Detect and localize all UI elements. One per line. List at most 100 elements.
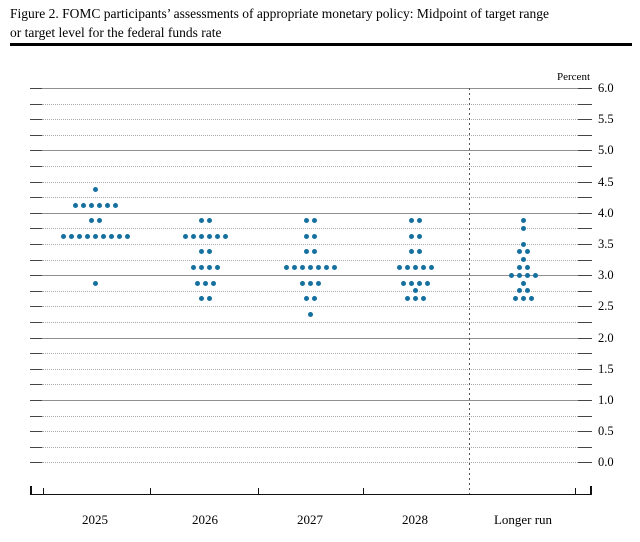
y-tick-label-2.5: 2.5 (598, 299, 614, 314)
projection-dot (416, 233, 422, 239)
gridline-left-tick-6 (30, 88, 42, 89)
gridline-6 (42, 88, 578, 89)
x-axis-tick-1 (150, 487, 152, 494)
y-tick-label-3.0: 3.0 (598, 268, 614, 283)
projection-dot (323, 264, 329, 270)
dot-row-longer-run-2.625 (512, 296, 534, 302)
gridline-right-tick-5 (578, 150, 592, 152)
y-tick-label-1.5: 1.5 (598, 361, 614, 376)
projection-dot (412, 264, 418, 270)
projection-dot (210, 280, 216, 286)
projection-dot (198, 218, 204, 224)
x-axis-end-hook-0 (30, 486, 32, 494)
x-axis-line (30, 494, 592, 495)
projection-dot (532, 272, 538, 278)
y-tick-label-6.0: 6.0 (598, 81, 614, 95)
projection-dot (516, 288, 522, 294)
gridline-left-tick-0 (30, 462, 42, 464)
projection-dot (420, 264, 426, 270)
gridline-3.75 (42, 228, 578, 230)
gridline-2.75 (42, 290, 578, 292)
projection-dot (307, 311, 313, 317)
dot-row-2025-3.875 (88, 218, 102, 224)
projection-dot (524, 264, 530, 270)
gridline-4 (42, 212, 578, 214)
gridline-5.75 (42, 103, 578, 105)
figure-title: Figure 2. FOMC participants’ assessments… (10, 5, 632, 43)
gridline-right-tick-2.5 (578, 306, 592, 308)
projection-dot (202, 280, 208, 286)
y-tick-label-5.5: 5.5 (598, 112, 614, 127)
gridline-5.5 (42, 119, 578, 121)
gridline-right-tick-5.5 (578, 119, 592, 121)
projection-dot (315, 280, 321, 286)
gridline-left-tick-1 (30, 400, 42, 401)
gridline-left-tick-0.25 (30, 446, 42, 448)
gridline-3.5 (42, 244, 578, 245)
dot-row-2028-3.375 (408, 249, 422, 255)
y-tick-label-4.5: 4.5 (598, 174, 614, 189)
projection-dot (60, 233, 66, 239)
dot-row-2027-3.375 (303, 249, 317, 255)
gridline-1 (42, 400, 578, 401)
projection-dot (520, 280, 526, 286)
projection-dot (104, 202, 110, 208)
projection-dot (400, 280, 406, 286)
dot-row-2026-2.625 (198, 296, 212, 302)
projection-dot (420, 296, 426, 302)
projection-dot (283, 264, 289, 270)
projection-dot (92, 233, 98, 239)
projection-dot (520, 218, 526, 224)
projection-dot (206, 264, 212, 270)
dot-row-2028-3.125 (396, 264, 434, 270)
x-axis-tick-3 (362, 487, 364, 494)
gridline-0.5 (42, 431, 578, 433)
gridline-right-tick-3 (578, 275, 592, 277)
projection-dot (88, 202, 94, 208)
projection-dot (516, 249, 522, 255)
projection-dot (428, 264, 434, 270)
projection-dot (412, 288, 418, 294)
projection-dot (331, 264, 337, 270)
projection-dot (512, 296, 518, 302)
projection-dot (303, 296, 309, 302)
x-category-label-2026: 2026 (192, 512, 218, 527)
projection-dot (311, 249, 317, 255)
projection-dot (520, 257, 526, 263)
dot-row-2028-3.875 (408, 218, 422, 224)
projection-dot (222, 233, 228, 239)
y-tick-label-0.0: 0.0 (598, 455, 614, 470)
gridline-right-tick-2 (578, 337, 592, 339)
gridline-left-tick-5.5 (30, 119, 42, 121)
gridline-left-tick-0.75 (30, 415, 42, 417)
dot-row-2027-2.625 (303, 296, 317, 302)
dot-row-longer-run-3.125 (516, 264, 530, 270)
projection-dot (311, 218, 317, 224)
y-tick-label-5.0: 5.0 (598, 143, 614, 158)
gridline-right-tick-4.75 (578, 166, 592, 167)
x-axis-end-hook-1 (590, 486, 592, 494)
projection-dot (88, 218, 94, 224)
projection-dot (206, 218, 212, 224)
gridline-right-tick-0.75 (578, 415, 592, 417)
projection-dot (72, 202, 78, 208)
projection-dot (100, 233, 106, 239)
gridline-4.5 (42, 181, 578, 183)
projection-dot (307, 264, 313, 270)
gridline-left-tick-2.75 (30, 290, 42, 292)
projection-dot (214, 233, 220, 239)
gridline-left-tick-1.5 (30, 368, 42, 370)
projection-dot (194, 280, 200, 286)
y-tick-label-3.5: 3.5 (598, 237, 614, 251)
gridline-right-tick-1.5 (578, 368, 592, 370)
gridline-4.25 (42, 197, 578, 199)
gridline-0.25 (42, 446, 578, 448)
gridline-0.75 (42, 415, 578, 417)
gridline-0 (42, 462, 578, 464)
gridline-right-tick-3.25 (578, 259, 592, 261)
projection-dot (412, 296, 418, 302)
projection-dot (206, 249, 212, 255)
dot-row-2027-3.625 (303, 233, 317, 239)
gridline-left-tick-3.75 (30, 228, 42, 230)
